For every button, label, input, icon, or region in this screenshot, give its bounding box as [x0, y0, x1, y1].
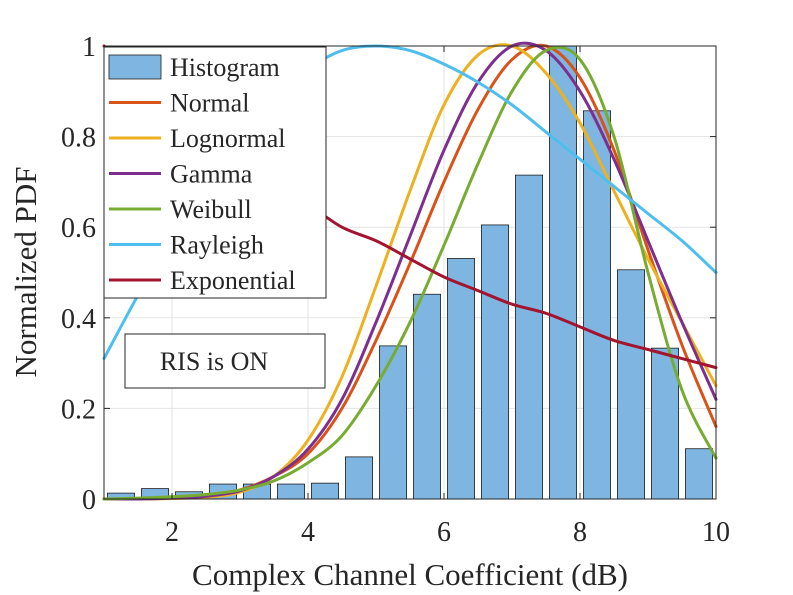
- annotation-box: RIS is ON: [124, 333, 326, 389]
- histogram-bar: [276, 483, 305, 500]
- histogram-bars: [107, 45, 714, 500]
- annotation-frame: [124, 333, 326, 389]
- y-tick-label: 1: [82, 32, 96, 63]
- y-tick-label: 0.4: [61, 304, 96, 335]
- y-tick-label: 0.8: [61, 123, 96, 154]
- legend-label-histogram: Histogram: [170, 53, 280, 82]
- x-tick-label: 4: [301, 517, 315, 548]
- x-axis-label: Complex Channel Coefficient (dB): [192, 557, 628, 592]
- x-tick-label: 10: [702, 517, 730, 548]
- legend-label-normal: Normal: [170, 89, 249, 118]
- legend-label-lognormal: Lognormal: [170, 124, 286, 153]
- histogram-bar: [378, 345, 407, 500]
- legend-label-gamma: Gamma: [170, 160, 253, 189]
- histogram-bar: [617, 269, 646, 500]
- histogram-bar: [583, 110, 612, 500]
- histogram-bar: [344, 456, 373, 500]
- axis-ticks: 2 4 6 8 10 0 0.2 0.4 0.6 0.8 1: [61, 32, 730, 548]
- histogram-bar: [685, 448, 714, 500]
- histogram-bar: [515, 174, 544, 500]
- legend-label-rayleigh: Rayleigh: [170, 231, 264, 260]
- y-axis-label: Normalized PDF: [8, 167, 43, 378]
- x-tick-label: 8: [573, 517, 587, 548]
- y-tick-label: 0.2: [61, 394, 96, 425]
- histogram-bar: [446, 258, 475, 500]
- x-tick-label: 2: [165, 517, 179, 548]
- histogram-bar: [310, 482, 339, 500]
- histogram-bar: [480, 224, 509, 500]
- legend-label-exponential: Exponential: [170, 266, 296, 295]
- histogram-bar: [549, 45, 578, 500]
- histogram-bar: [412, 293, 441, 500]
- legend-swatch-histogram: [108, 54, 162, 80]
- x-tick-label: 6: [437, 517, 451, 548]
- y-tick-label: 0: [82, 485, 96, 516]
- annotation-text: RIS is ON: [160, 347, 269, 376]
- curve-gamma: [102, 41, 718, 501]
- y-tick-label: 0.6: [61, 213, 96, 244]
- legend-items: Histogram Normal Lognormal Gamma Weibull Rayl…: [108, 53, 296, 295]
- legend: Histogram Normal Lognormal Gamma Weibull Rayl…: [103, 46, 327, 299]
- legend-label-weibull: Weibull: [170, 195, 252, 224]
- curve-weibull: [102, 45, 718, 501]
- histogram-bar: [651, 347, 680, 500]
